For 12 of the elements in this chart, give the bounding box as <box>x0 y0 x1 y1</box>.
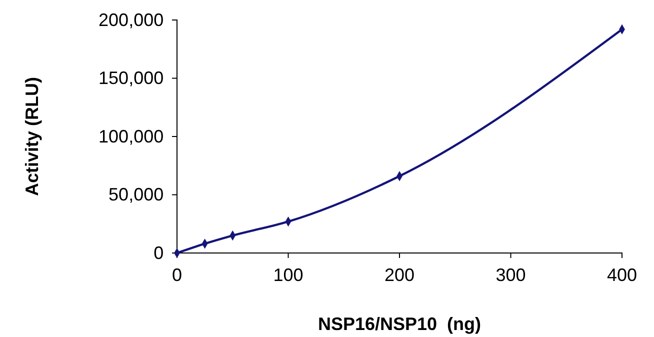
x-tick-label: 300 <box>496 264 526 285</box>
y-tick-label: 0 <box>154 242 164 263</box>
x-tick-label: 0 <box>172 264 182 285</box>
y-tick-label: 150,000 <box>98 68 164 88</box>
y-tick-label: 50,000 <box>108 184 164 205</box>
y-tick-label: 200,000 <box>98 10 164 30</box>
y-axis-title: Activity (RLU) <box>22 76 42 196</box>
x-tick-label: 200 <box>384 264 415 285</box>
x-tick-label: 400 <box>606 264 638 285</box>
x-tick-label: 100 <box>273 264 304 285</box>
x-axis-title: NSP16/NSP10 (ng) <box>318 314 482 334</box>
y-tick-label: 100,000 <box>98 126 164 146</box>
